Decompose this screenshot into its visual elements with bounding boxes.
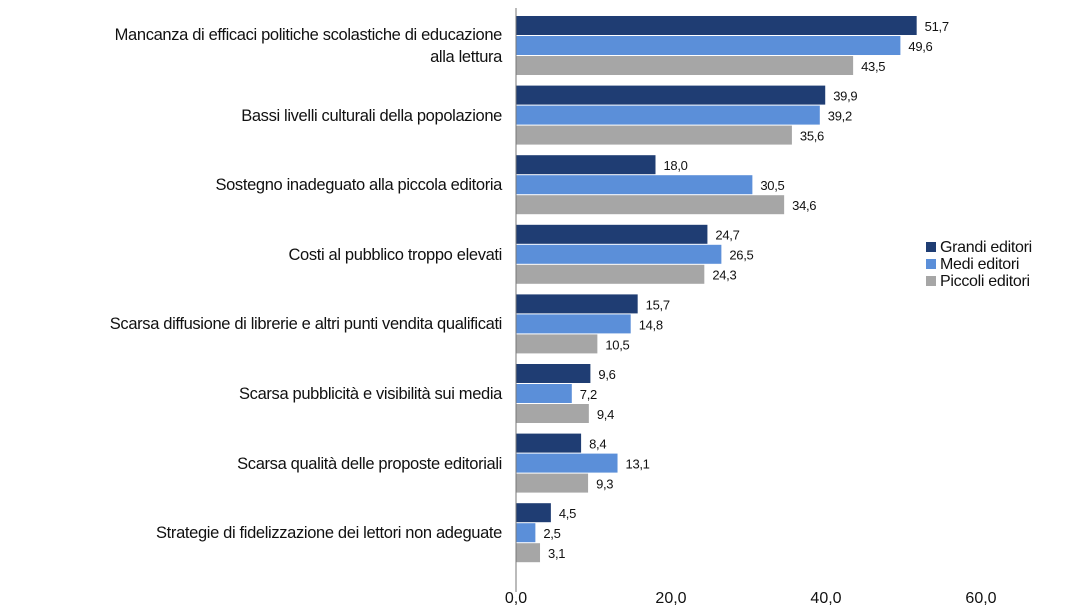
category-label: Mancanza di efficaci politiche scolastic…	[114, 26, 503, 66]
value-label: 39,2	[828, 109, 852, 124]
value-label: 13,1	[626, 457, 650, 472]
value-label: 9,6	[598, 367, 615, 382]
bar	[516, 473, 589, 493]
value-label: 39,9	[833, 89, 857, 104]
bar	[516, 294, 638, 314]
bar	[516, 244, 722, 264]
value-label: 9,4	[597, 407, 614, 422]
bar	[516, 56, 854, 75]
legend-swatch	[926, 276, 936, 286]
x-tick-label: 60,0	[965, 590, 996, 607]
value-label: 18,0	[664, 158, 688, 173]
bar	[516, 314, 631, 334]
legend-label: Medi editori	[940, 256, 1019, 273]
bar	[516, 175, 753, 195]
bar	[516, 433, 582, 453]
value-label: 4,5	[559, 506, 576, 521]
category-label: Bassi livelli culturali della popolazion…	[241, 106, 502, 125]
value-label: 49,6	[908, 39, 932, 54]
bar	[516, 16, 917, 35]
bar	[516, 105, 820, 125]
bar	[516, 523, 536, 543]
category-label: Scarsa qualità delle proposte editoriali	[237, 454, 502, 473]
value-label: 26,5	[729, 248, 753, 263]
legend-label: Grandi editori	[940, 239, 1032, 256]
bar	[516, 264, 705, 284]
category-label: Scarsa diffusione di librerie e altri pu…	[109, 315, 503, 334]
category-label: Scarsa pubblicità e visibilità sui media	[239, 385, 502, 403]
bar	[516, 224, 708, 244]
value-label: 10,5	[605, 337, 629, 352]
value-label: 34,6	[792, 198, 816, 213]
legend-swatch	[926, 242, 936, 252]
value-label: 8,4	[589, 437, 606, 452]
bar	[516, 195, 785, 215]
bar	[516, 404, 589, 423]
bar	[516, 543, 541, 563]
bar	[516, 364, 591, 383]
bar	[516, 503, 551, 523]
bar	[516, 36, 901, 55]
value-label: 9,3	[596, 477, 613, 492]
value-label: 24,3	[712, 268, 736, 283]
bar	[516, 384, 572, 403]
value-label: 3,1	[548, 546, 565, 561]
legend-swatch	[926, 259, 936, 269]
value-label: 15,7	[646, 297, 670, 312]
value-label: 35,6	[800, 129, 824, 144]
bar	[516, 334, 598, 354]
bar	[516, 453, 618, 473]
bar	[516, 85, 826, 105]
bar	[516, 125, 792, 145]
x-tick-label: 20,0	[655, 590, 686, 607]
x-tick-label: 40,0	[810, 590, 841, 607]
value-label: 43,5	[861, 59, 885, 74]
category-label: Costi al pubblico troppo elevati	[288, 245, 502, 264]
value-label: 24,7	[715, 228, 739, 243]
legend-label: Piccoli editori	[940, 273, 1030, 290]
value-label: 14,8	[639, 317, 663, 332]
bar	[516, 155, 656, 175]
value-label: 51,7	[925, 19, 949, 34]
x-tick-label: 0,0	[505, 590, 527, 607]
value-label: 7,2	[580, 387, 597, 402]
category-label: Sostegno inadeguato alla piccola editori…	[215, 176, 502, 195]
category-label: Strategie di fidelizzazione dei lettori …	[156, 524, 502, 543]
value-label: 30,5	[760, 178, 784, 193]
value-label: 2,5	[543, 526, 560, 541]
